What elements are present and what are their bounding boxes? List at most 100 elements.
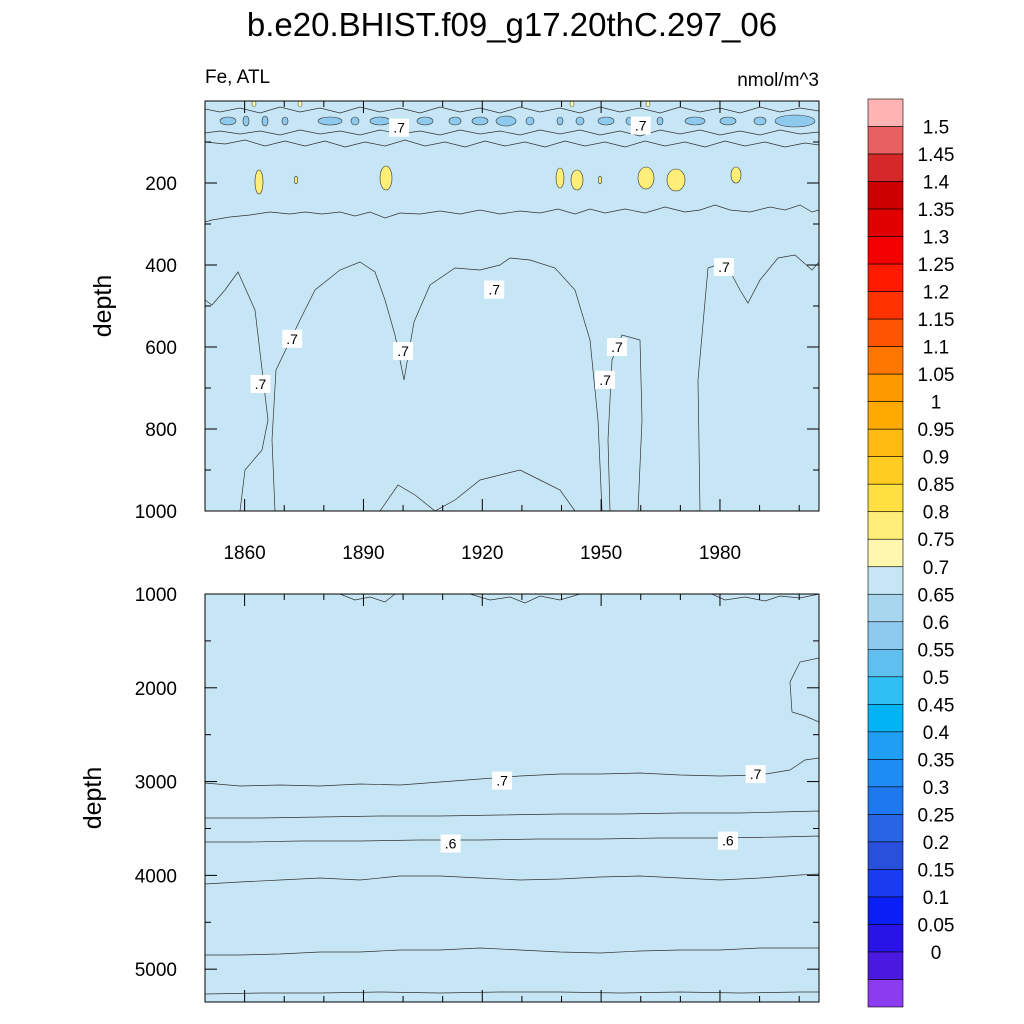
colorbar-box [867,483,904,513]
lower-y-axis-label: depth [79,767,107,830]
colorbar-label: 0.05 [918,915,955,936]
colorbar-box [867,566,904,595]
colorbar-label: 1.2 [923,283,949,304]
upper-contour-field [205,101,819,511]
colorbar-box [867,704,904,733]
x-tick-label: 1950 [580,543,622,564]
colorbar-box [867,153,904,182]
colorbar-box [867,346,904,375]
lower-y-tick-labels: 1000 2000 3000 4000 5000 [135,585,177,981]
colorbar-box [867,896,904,925]
upper-contour-labels: .7 .7 .7 .7 .7 .7 .7 .7 .7 [250,116,734,393]
x-tick-label: 1980 [699,543,741,564]
colorbar-label: 0.45 [918,695,955,716]
contour-label: .7 [484,280,505,299]
colorbar-box [867,236,904,265]
colorbar-label: 0.9 [923,448,949,469]
colorbar-label: 0.75 [918,530,955,551]
contour-label: .7 [282,329,303,348]
contour-label: .7 [492,771,513,790]
colorbar-box [867,538,904,568]
colorbar-boxes [867,98,904,1008]
svg-text:.7: .7 [496,773,508,789]
upper-right-label: nmol/m^3 [737,70,819,91]
contour-label: .6 [717,831,738,850]
colorbar-box [867,98,904,127]
colorbar-label: 0.85 [918,475,955,496]
svg-text:.7: .7 [488,282,500,298]
colorbar-box [867,621,904,650]
colorbar-box [867,924,904,953]
svg-text:.7: .7 [393,120,405,136]
colorbar-labels: 1.5 1.45 1.4 1.35 1.3 1.25 1.2 1.15 1.1 1.05 1 0.95… [918,118,955,964]
y-tick-label: 600 [145,338,177,359]
colorbar-label: 0.4 [923,723,950,744]
colorbar-label: 1.45 [918,145,955,166]
contour-label: .7 [250,374,271,393]
svg-text:.7: .7 [718,259,730,275]
lower-panel: depth 1000 2000 3000 4000 5000 .7 .7 .6 .6 [79,585,820,1003]
colorbar-box [867,126,904,155]
y-tick-label: 4000 [135,866,177,887]
colorbar-label: 0.1 [923,888,949,909]
colorbar-label: 0.65 [918,585,955,606]
upper-x-tick-labels: 1860 1890 1920 1950 1980 [223,543,741,564]
y-tick-label: 800 [145,420,177,441]
figure-title: b.e20.BHIST.f09_g17.20thC.297_06 [247,6,777,43]
colorbar-box [867,786,904,815]
colorbar-box [867,649,904,678]
contour-label: .7 [713,258,734,277]
colorbar-label: 1.25 [918,255,955,276]
colorbar-box [867,263,904,292]
contour-label: .7 [606,338,627,356]
colorbar-box [867,759,904,788]
colorbar-box [867,401,904,430]
svg-text:.7: .7 [397,343,409,359]
colorbar-label: 0.2 [923,833,949,854]
colorbar-label: 1.05 [918,365,955,386]
colorbar-label: 0.35 [918,750,955,771]
contour-label: .6 [440,834,461,853]
colorbar-box [867,841,904,870]
svg-text:.7: .7 [750,766,762,782]
colorbar-label: 1.4 [923,173,950,194]
x-tick-label: 1860 [223,543,265,564]
svg-text:.7: .7 [611,339,623,355]
colorbar-label: 0.8 [923,503,949,524]
svg-text:.6: .6 [445,835,457,851]
y-tick-label: 400 [145,256,177,277]
colorbar-box [867,373,904,402]
colorbar-label: 1 [931,393,942,414]
colorbar-label: 1.5 [923,118,949,139]
colorbar-label: 0.3 [923,778,949,799]
svg-text:.6: .6 [722,833,734,849]
y-tick-label: 200 [145,174,177,195]
colorbar-box [867,951,904,980]
y-tick-label: 3000 [135,773,177,794]
y-tick-label: 2000 [135,679,177,700]
colorbar-box [867,979,904,1008]
svg-text:.7: .7 [286,331,298,347]
colorbar-label: 1.35 [918,200,955,221]
colorbar-label: 0 [931,943,942,964]
x-tick-label: 1890 [342,543,384,564]
x-tick-label: 1920 [461,543,503,564]
lower-contour-labels: .7 .7 .6 .6 [440,765,766,853]
colorbar-box [867,814,904,843]
colorbar-box [867,428,904,457]
y-tick-label: 1000 [135,502,177,523]
y-tick-label: 1000 [135,585,177,606]
colorbar: 1.5 1.45 1.4 1.35 1.3 1.25 1.2 1.15 1.1 1.05 1 0.95… [867,98,955,1008]
svg-text:.7: .7 [599,372,611,388]
lower-ticks [204,593,819,1002]
colorbar-label: 0.6 [923,613,949,634]
colorbar-box [867,731,904,760]
colorbar-box [867,593,904,623]
upper-ticks [204,100,819,512]
contour-label: .7 [630,116,651,135]
colorbar-box [867,181,904,210]
contour-label: .7 [595,370,616,389]
lower-contour-field [205,594,819,1002]
colorbar-box [867,318,904,347]
